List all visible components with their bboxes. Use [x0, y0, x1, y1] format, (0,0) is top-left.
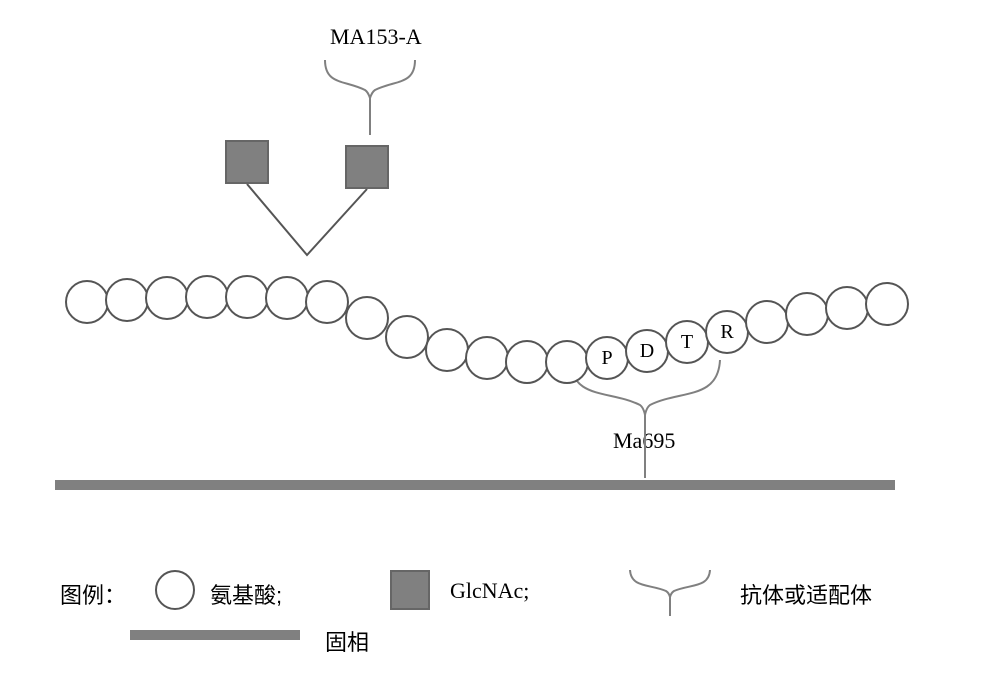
amino-acid-circle — [185, 275, 229, 319]
glcnac-square — [225, 140, 269, 184]
legend-title: 图例： — [60, 578, 126, 610]
amino-acid-circle — [305, 280, 349, 324]
glcnac-square — [345, 145, 389, 189]
solid-phase-bar — [55, 480, 895, 490]
legend-solid-phase-icon — [130, 630, 300, 640]
legend-amino-acid-label: 氨基酸; — [210, 578, 282, 610]
top-antibody-label: MA153-A — [330, 24, 422, 50]
amino-acid-circle — [265, 276, 309, 320]
amino-acid-circle — [545, 340, 589, 384]
bottom-antibody-label: Ma695 — [613, 428, 675, 454]
amino-acid-circle — [425, 328, 469, 372]
amino-acid-letter: P — [601, 347, 612, 370]
amino-acid-circle — [865, 282, 909, 326]
glcnac-connector — [247, 184, 367, 255]
amino-acid-circle — [825, 286, 869, 330]
amino-acid-circle: P — [585, 336, 629, 380]
amino-acid-circle — [465, 336, 509, 380]
amino-acid-circle — [785, 292, 829, 336]
legend-solid-phase-label: 固相 — [325, 625, 369, 657]
amino-acid-circle — [225, 275, 269, 319]
amino-acid-circle: D — [625, 329, 669, 373]
amino-acid-circle — [65, 280, 109, 324]
amino-acid-circle — [345, 296, 389, 340]
bottom-bracket-icon — [570, 360, 720, 478]
legend-bracket-icon — [630, 570, 710, 616]
amino-acid-circle — [145, 276, 189, 320]
amino-acid-circle — [385, 315, 429, 359]
amino-acid-circle — [505, 340, 549, 384]
legend-glcnac-icon — [390, 570, 430, 610]
amino-acid-circle — [105, 278, 149, 322]
amino-acid-circle: R — [705, 310, 749, 354]
amino-acid-letter: T — [681, 331, 693, 354]
legend-glcnac-label: GlcNAc; — [450, 578, 529, 604]
amino-acid-circle: T — [665, 320, 709, 364]
amino-acid-circle — [745, 300, 789, 344]
top-bracket-icon — [325, 60, 415, 135]
diagram-canvas: MA153-A Ma695 图例： 氨基酸; GlcNAc; 抗体或适配体 固相… — [0, 0, 1000, 680]
legend-antibody-label: 抗体或适配体 — [740, 578, 872, 610]
legend-amino-acid-icon — [155, 570, 195, 610]
amino-acid-letter: R — [720, 321, 733, 344]
amino-acid-letter: D — [640, 340, 654, 363]
